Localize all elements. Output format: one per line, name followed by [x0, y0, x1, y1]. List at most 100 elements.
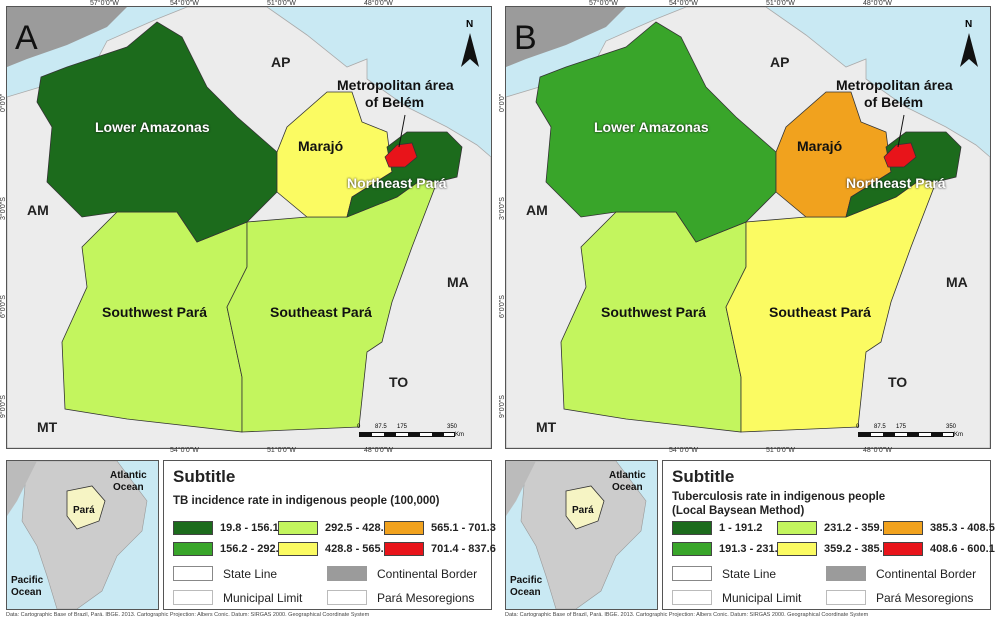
class-label: 1 - 191.2 — [719, 522, 763, 534]
legend-class: 701.4 - 837.6 — [384, 542, 496, 556]
label-am: AM — [526, 202, 548, 218]
scale-tick: 87.5 — [874, 424, 886, 430]
class-label: 359.2 - 385.2 — [824, 543, 889, 555]
legend-class: 428.8 - 565.0 — [278, 542, 390, 556]
label-metro-line1: Metropolitan área — [337, 77, 454, 93]
legend-class: 408.6 - 600.1 — [883, 542, 995, 556]
tick-top: 48°0'0"W — [364, 0, 393, 7]
legend-class: 1 - 191.2 — [672, 521, 762, 535]
class-label: 156.2 - 292.4 — [220, 543, 285, 555]
scale-tick: 0 — [856, 424, 860, 430]
inset-atlantic-2: Ocean — [113, 482, 144, 493]
swatch — [826, 566, 866, 581]
legend-mesoregions-label: Pará Mesoregions — [377, 590, 475, 605]
inset-pacific-2: Ocean — [11, 587, 42, 598]
swatch — [883, 521, 923, 535]
region-lower-amazonas — [535, 21, 777, 243]
tick-bottom: 51°0'0"W — [766, 447, 795, 454]
swatch — [173, 566, 213, 581]
scale-tick: 0 — [357, 424, 361, 430]
tick-top: 54°0'0"W — [170, 0, 199, 7]
tick-bottom: 51°0'0"W — [267, 447, 296, 454]
label-southwest: Southwest Pará — [601, 304, 707, 320]
swatch — [327, 566, 367, 581]
legend-class: 231.2 - 359.1 — [777, 521, 889, 535]
legend-subtitle-2: (Local Baysean Method) — [672, 505, 805, 517]
legend-class: 191.3 - 231.1 — [672, 542, 784, 556]
map-a: A N AP AM MA TO MT Metropolitan área of … — [6, 6, 492, 449]
continental-area — [7, 7, 127, 67]
credit-a: Data: Cartographic Base of Brazil, Pará.… — [6, 612, 370, 618]
swatch — [777, 542, 817, 556]
swatch — [883, 542, 923, 556]
tick-top: 54°0'0"W — [669, 0, 698, 7]
legend-continental-label: Continental Border — [377, 566, 478, 581]
label-metro-line2: of Belém — [864, 94, 924, 110]
class-label: 428.8 - 565.0 — [325, 543, 390, 555]
tick-left: 6°0'0"S — [499, 295, 506, 318]
tick-bottom: 54°0'0"W — [669, 447, 698, 454]
swatch — [672, 542, 712, 556]
inset-atlantic-1: Atlantic — [110, 470, 147, 481]
label-ma: MA — [447, 274, 469, 290]
swatch — [672, 521, 712, 535]
scale-tick: 350 — [447, 424, 458, 430]
scale-bar: 0 87.5 175 350 Km — [856, 424, 966, 442]
scale-tick: 175 — [896, 424, 907, 430]
panel-letter-a: A — [15, 19, 38, 57]
map-a-svg — [7, 7, 491, 448]
swatch — [826, 590, 866, 605]
tick-top: 51°0'0"W — [766, 0, 795, 7]
callout-line — [398, 114, 406, 148]
legend-class: 156.2 - 292.4 — [173, 542, 285, 556]
north-arrow: N — [958, 19, 980, 69]
legend-subtitle: TB incidence rate in indigenous people (… — [173, 495, 440, 507]
tick-top: 48°0'0"W — [863, 0, 892, 7]
inset-svg — [506, 461, 647, 609]
legend-state-line: State Line — [672, 566, 776, 581]
panel-b: B N AP AM MA TO MT Metropolitan área of … — [499, 0, 997, 621]
class-label: 701.4 - 837.6 — [431, 543, 496, 555]
inset-para: Pará — [73, 505, 95, 516]
class-label: 565.1 - 701.3 — [431, 522, 496, 534]
north-arrow-icon — [960, 33, 978, 67]
swatch — [384, 521, 424, 535]
label-southeast: Southeast Pará — [270, 304, 372, 320]
legend-class: 292.5 - 428.7 — [278, 521, 390, 535]
tick-top: 51°0'0"W — [267, 0, 296, 7]
tick-left: 3°0'0"S — [0, 197, 7, 220]
tick-top: 57°0'0"W — [589, 0, 618, 7]
scale-unit: Km — [455, 432, 464, 438]
legend-state-line: State Line — [173, 566, 277, 581]
legend-class: 359.2 - 385.2 — [777, 542, 889, 556]
label-marajo: Marajó — [298, 138, 344, 154]
inset-map-a: Atlantic Ocean Pará Pacific Ocean — [6, 460, 159, 610]
inset-map-b: Atlantic Ocean Pará Pacific Ocean — [505, 460, 658, 610]
region-southwest — [61, 211, 248, 433]
class-label: 408.6 - 600.1 — [930, 543, 995, 555]
label-lower-amazonas: Lower Amazonas — [95, 119, 210, 135]
tick-left: 9°0'0"S — [499, 395, 506, 418]
swatch — [777, 521, 817, 535]
inset-pacific-1: Pacific — [510, 575, 543, 586]
legend-state-line-label: State Line — [223, 566, 278, 581]
legend-a: Subtitle TB incidence rate in indigenous… — [163, 460, 496, 610]
swatch — [173, 590, 213, 605]
legend-title: Subtitle — [672, 467, 735, 486]
legend-municipal-limit: Municipal Limit — [173, 590, 302, 605]
class-label: 19.8 - 156.1 — [220, 522, 279, 534]
callout-line — [897, 114, 905, 148]
label-northeast: Northeast Pará — [846, 175, 946, 191]
scale-bar-graphic — [359, 432, 455, 437]
label-lower-amazonas: Lower Amazonas — [594, 119, 709, 135]
legend-class: 385.3 - 408.5 — [883, 521, 995, 535]
swatch — [384, 542, 424, 556]
label-metro-line1: Metropolitan área — [836, 77, 953, 93]
tick-top: 57°0'0"W — [90, 0, 119, 7]
tick-bottom: 54°0'0"W — [170, 447, 199, 454]
region-metropolitan-belem — [883, 142, 917, 168]
region-metropolitan-belem — [384, 142, 418, 168]
panel-a: A N AP AM MA TO MT Metropolitan área of … — [0, 0, 498, 621]
class-label: 292.5 - 428.7 — [325, 522, 390, 534]
scale-bar: 0 87.5 175 350 Km — [357, 424, 467, 442]
